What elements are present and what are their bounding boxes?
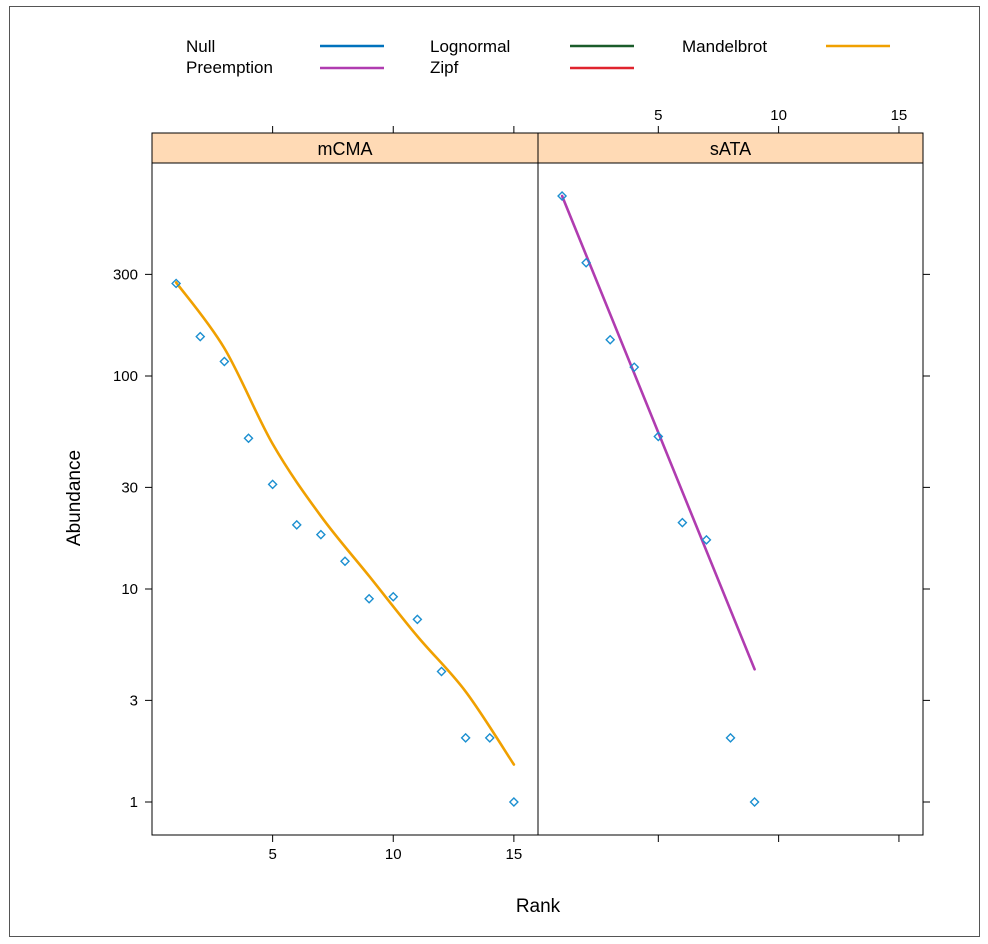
legend-label-null: Null bbox=[186, 37, 215, 56]
y-tick-label-3: 3 bbox=[130, 692, 138, 709]
data-point-mcma-15 bbox=[508, 797, 519, 807]
x-tick-label-top-5: 5 bbox=[654, 107, 662, 124]
plot-panels: mCMA 5 10 15 1 3 10 30 100 300 sATA 5 10 15 bbox=[113, 107, 930, 863]
data-point-sata-5 bbox=[653, 431, 664, 442]
x-tick-label-bottom-15: 15 bbox=[506, 846, 523, 863]
data-point-mcma-1 bbox=[171, 278, 182, 289]
data-point-sata-6 bbox=[677, 517, 688, 528]
x-axis-title: Rank bbox=[516, 896, 561, 917]
data-point-mcma-14 bbox=[484, 732, 495, 743]
data-point-mcma-12 bbox=[436, 666, 447, 677]
data-point-mcma-9 bbox=[364, 593, 375, 604]
data-point-sata-8 bbox=[725, 732, 736, 743]
data-point-mcma-11 bbox=[412, 614, 423, 625]
x-tick-label-bottom-5: 5 bbox=[268, 846, 276, 863]
y-tick-label-1: 1 bbox=[130, 794, 138, 811]
y-tick-label-10: 10 bbox=[121, 581, 138, 598]
strip-mcma bbox=[151, 132, 539, 164]
strip-label-mcma: mCMA bbox=[318, 139, 373, 159]
data-point-sata-7 bbox=[701, 534, 712, 545]
figure-border bbox=[9, 6, 980, 937]
data-point-mcma-10 bbox=[388, 591, 399, 602]
data-point-sata-9 bbox=[749, 797, 760, 807]
x-tick-label-bottom-10: 10 bbox=[385, 846, 402, 863]
data-point-sata-4 bbox=[629, 362, 640, 373]
x-tick-label-top-10: 10 bbox=[770, 107, 787, 124]
strip-label-sata: sATA bbox=[710, 139, 751, 159]
data-point-sata-1 bbox=[557, 191, 568, 201]
data-point-mcma-3 bbox=[219, 356, 230, 367]
data-point-sata-3 bbox=[605, 334, 616, 345]
panel-frame-mcma bbox=[151, 162, 539, 836]
legend-label-zipf: Zipf bbox=[430, 58, 459, 77]
y-axis-title: Abundance bbox=[64, 450, 85, 546]
data-point-mcma-13 bbox=[460, 732, 471, 743]
panel-frame-sata bbox=[537, 162, 924, 836]
y-tick-label-100: 100 bbox=[113, 368, 138, 385]
data-point-sata-2 bbox=[581, 257, 592, 268]
data-point-mcma-6 bbox=[291, 519, 302, 530]
strip-sata bbox=[537, 132, 924, 164]
legend: Null Preemption Lognormal Zipf Mandelbro… bbox=[186, 37, 890, 77]
legend-label-mandelbrot: Mandelbrot bbox=[682, 37, 767, 56]
data-point-mcma-2 bbox=[195, 331, 206, 342]
x-tick-label-top-15: 15 bbox=[891, 107, 908, 124]
data-point-mcma-4 bbox=[243, 433, 254, 444]
data-point-mcma-7 bbox=[315, 529, 326, 540]
data-point-mcma-5 bbox=[267, 479, 278, 490]
y-tick-label-30: 30 bbox=[121, 479, 138, 496]
legend-label-lognormal: Lognormal bbox=[430, 37, 510, 56]
data-point-mcma-8 bbox=[340, 556, 350, 567]
fit-line-mcma bbox=[174, 281, 516, 766]
y-tick-label-300: 300 bbox=[113, 266, 138, 283]
legend-label-preemption: Preemption bbox=[186, 58, 273, 77]
